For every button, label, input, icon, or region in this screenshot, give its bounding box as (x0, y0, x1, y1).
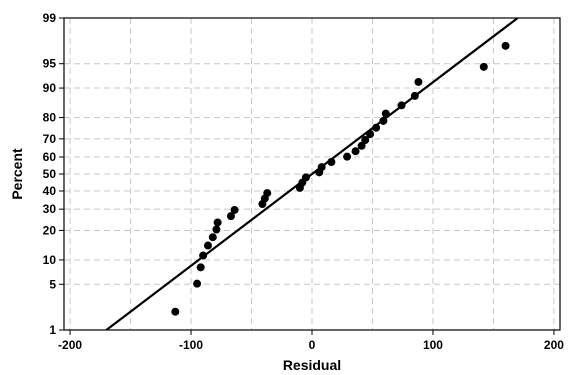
data-point (379, 116, 388, 125)
data-point (361, 135, 370, 144)
x-axis-title: Residual (283, 357, 341, 373)
x-tick-label: 200 (544, 338, 564, 352)
y-tick-label: 60 (43, 150, 57, 164)
x-tick-label: -100 (179, 338, 203, 352)
data-point (479, 62, 488, 71)
data-point (193, 279, 202, 288)
data-point (171, 307, 180, 316)
x-tick-label: 0 (309, 338, 316, 352)
y-tick-label: 95 (43, 57, 57, 71)
data-point (372, 123, 381, 132)
data-point (327, 158, 336, 167)
data-points (171, 41, 510, 316)
y-tick-label: 70 (43, 132, 57, 146)
data-point (212, 225, 221, 234)
y-tick-label: 50 (43, 167, 57, 181)
y-tick-label: 10 (43, 253, 57, 267)
axis-ticks: -200 -100 0 100 200 1 5 10 20 30 40 50 60 70 80 90 95 99 (43, 11, 565, 352)
data-point (366, 130, 375, 139)
data-point (501, 41, 510, 50)
data-point (343, 152, 352, 161)
y-tick-label: 20 (43, 223, 57, 237)
data-point (351, 147, 360, 156)
data-point (213, 218, 222, 227)
y-tick-label: 30 (43, 202, 57, 216)
data-point (357, 141, 366, 150)
data-point (397, 101, 406, 110)
data-point (410, 91, 419, 100)
fit-line-layer (105, 18, 519, 330)
fit-line (105, 18, 519, 330)
y-tick-label: 5 (49, 277, 56, 291)
data-point (263, 189, 272, 198)
y-tick-label: 99 (43, 11, 57, 25)
y-axis-title: Percent (9, 148, 25, 200)
y-tick-label: 1 (49, 323, 56, 337)
data-point (199, 251, 208, 260)
data-point (414, 77, 423, 86)
data-point (226, 212, 235, 221)
y-tick-label: 40 (43, 184, 57, 198)
data-point (203, 241, 212, 250)
x-tick-label: 100 (423, 338, 443, 352)
data-point (196, 263, 205, 272)
y-tick-label: 90 (43, 81, 57, 95)
data-point (230, 205, 239, 214)
data-point (208, 233, 217, 242)
data-point (381, 109, 390, 118)
data-point (301, 173, 310, 182)
data-point (317, 163, 326, 172)
y-tick-label: 80 (43, 111, 57, 125)
x-tick-label: -200 (58, 338, 82, 352)
